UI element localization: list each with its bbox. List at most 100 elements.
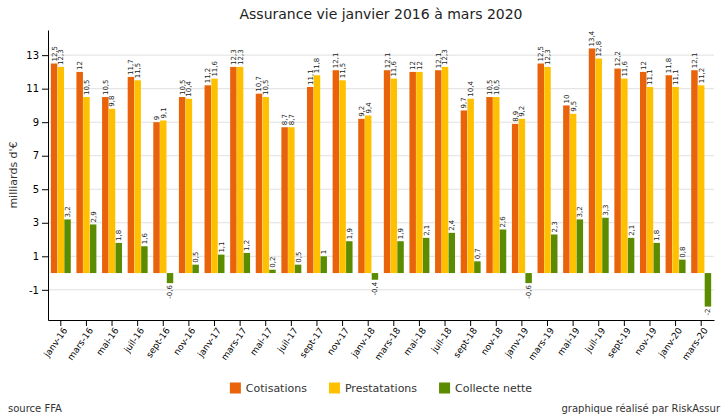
x-tick-label: janv-18 (349, 326, 377, 360)
x-tick: mars-20 (680, 320, 710, 362)
bar (397, 241, 403, 273)
bar (314, 75, 320, 273)
data-label: 10,5 (102, 79, 110, 95)
bar (64, 219, 70, 273)
y-tick-mark (42, 55, 48, 56)
data-label: 8,7 (288, 114, 296, 125)
data-label: 11,6 (211, 60, 219, 76)
x-tick: mai-19 (556, 320, 582, 357)
bar (544, 67, 550, 273)
annotation: graphique réalisé par RiskAssur (561, 403, 720, 414)
x-tick-label: juil-18 (429, 326, 454, 356)
x-tick-mark (470, 320, 471, 326)
bar (295, 265, 301, 273)
data-label: 12,3 (544, 49, 552, 65)
bar (230, 67, 236, 273)
bar (493, 97, 499, 273)
x-tick-mark (393, 320, 394, 326)
x-tick-label: mai-17 (248, 326, 274, 358)
x-tick-mark (112, 320, 113, 326)
x-axis: janv-16mars-16mai-16juil-16sept-16nov-16… (41, 320, 714, 362)
data-label: 9,5 (570, 101, 578, 112)
bar (423, 238, 429, 273)
x-tick-mark (86, 320, 87, 326)
grid-line (48, 122, 714, 123)
x-tick: juil-16 (122, 320, 147, 355)
bar (262, 97, 268, 273)
bar (416, 72, 422, 273)
x-tick-mark (573, 320, 574, 326)
data-label: 0,5 (192, 252, 200, 263)
legend-swatch (329, 383, 340, 394)
grid-line (48, 88, 714, 89)
data-label: 2,6 (499, 216, 507, 228)
bar (679, 260, 685, 273)
bar (58, 67, 64, 273)
bar (281, 127, 287, 273)
bar (666, 75, 672, 273)
x-tick: nov-18 (479, 320, 505, 357)
x-tick-label: sept-16 (144, 326, 172, 360)
x-tick: nov-17 (325, 320, 351, 357)
bar (76, 72, 82, 273)
data-label: 9,8 (108, 96, 116, 107)
y-tick-label: 7 (33, 150, 39, 161)
data-label: 10,4 (185, 81, 193, 97)
data-label: 3,2 (576, 206, 584, 217)
legend: CotisationsPrestatationsCollecte nette (230, 382, 532, 395)
chart: 12,51210,511,7910,511,212,310,78,711,112… (0, 0, 728, 418)
data-label: 1 (320, 250, 328, 254)
y-tick: 7 (33, 150, 48, 161)
data-label: 10,4 (467, 81, 475, 97)
data-label: 9,7 (460, 97, 468, 108)
x-tick-label: mai-16 (94, 326, 120, 358)
data-label: 12 (640, 61, 648, 70)
x-tick: mars-19 (527, 320, 557, 362)
legend-item: Cotisations (230, 382, 307, 395)
bar (339, 80, 345, 273)
bar (288, 127, 294, 273)
bar (698, 85, 704, 273)
data-label: -0,6 (525, 285, 533, 299)
x-tick-label: nov-17 (325, 326, 351, 357)
data-label: 1,9 (346, 228, 354, 239)
x-tick-mark (240, 320, 241, 326)
bar (160, 121, 166, 274)
y-tick-label: 1 (33, 251, 39, 262)
bar (320, 256, 326, 273)
legend-label: Collecte nette (455, 382, 532, 395)
x-tick-label: nov-16 (172, 326, 198, 357)
bar (449, 233, 455, 273)
x-tick-mark (316, 320, 317, 326)
y-tick-label: -1 (29, 285, 39, 296)
bar (500, 229, 506, 273)
data-label: 11,1 (646, 69, 654, 85)
x-tick-mark (624, 320, 625, 326)
bar (628, 238, 634, 273)
y-tick: 13 (26, 50, 48, 61)
x-tick-label: mars-17 (219, 326, 249, 362)
bars (51, 48, 711, 306)
y-tick: 11 (26, 83, 48, 94)
data-label: -0,6 (166, 285, 174, 299)
data-label: 11,6 (390, 60, 398, 76)
x-tick: sept-19 (605, 320, 633, 360)
data-label: 11,2 (698, 68, 706, 84)
data-label: 12 (76, 61, 84, 70)
data-label: 12 (416, 61, 424, 70)
x-tick: sept-18 (452, 320, 480, 360)
bar (461, 110, 467, 273)
bar (653, 243, 659, 273)
x-tick-label: sept-19 (605, 326, 633, 360)
bar (109, 109, 115, 273)
y-tick-mark (42, 256, 48, 257)
bar (391, 79, 397, 273)
x-tick-mark (137, 320, 138, 326)
grid-line (48, 155, 714, 156)
x-tick: juil-18 (429, 320, 454, 355)
y-tick-label: 5 (33, 184, 39, 195)
bar (486, 97, 492, 273)
data-label: 2,3 (551, 221, 559, 232)
y-tick-label: 9 (33, 117, 39, 128)
data-label: 0,2 (269, 257, 277, 268)
